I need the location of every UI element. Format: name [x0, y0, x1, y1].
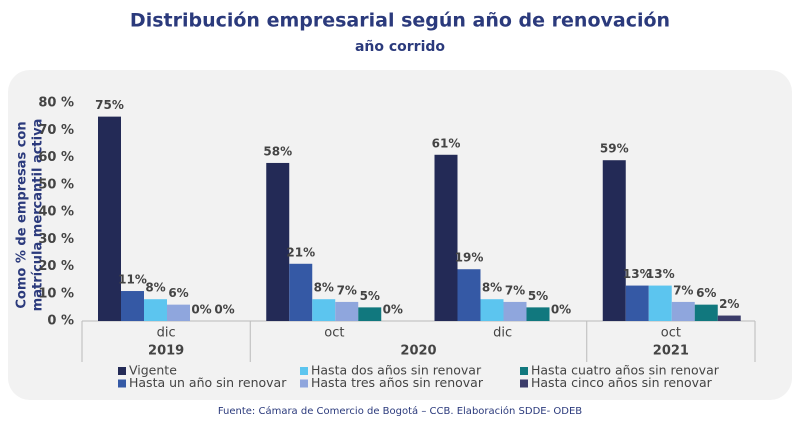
source-note: Fuente: Cámara de Comercio de Bogotá – C…	[218, 405, 582, 417]
value-label: 13%	[623, 267, 652, 281]
value-label: 0%	[191, 303, 211, 317]
legend-label: Hasta un año sin renovar	[129, 375, 287, 390]
legend-swatch	[300, 367, 308, 375]
y-tick-label: 70 %	[38, 123, 74, 138]
value-label: 11%	[118, 273, 147, 287]
value-label: 58%	[263, 144, 292, 158]
bar	[503, 301, 527, 321]
bar	[694, 304, 718, 321]
bar	[358, 307, 382, 321]
x-tick-label: oct	[324, 326, 344, 341]
group-label: 2019	[148, 344, 184, 359]
value-label: 5%	[360, 289, 380, 303]
legend-label: Hasta tres años sin renovar	[311, 375, 484, 390]
bar	[602, 160, 626, 321]
value-label: 21%	[286, 245, 315, 259]
y-axis-title: Como % de empresas con matrícula mercant…	[15, 119, 46, 312]
chart-title: Distribución empresarial según año de re…	[130, 10, 670, 32]
value-label: 19%	[455, 251, 484, 265]
legend-label: Hasta dos años sin renovar	[311, 363, 482, 378]
bar	[121, 291, 144, 321]
value-label: 7%	[505, 283, 525, 297]
bar	[289, 263, 313, 321]
group-label: 2020	[400, 344, 436, 359]
bar	[98, 116, 121, 321]
chart-subtitle: año corrido	[355, 39, 445, 55]
y-tick-label: 50 %	[38, 177, 74, 192]
legend-swatch	[118, 367, 126, 375]
value-label: 8%	[314, 281, 334, 295]
bar	[266, 162, 290, 321]
panel	[8, 70, 792, 400]
value-label: 0%	[551, 303, 571, 317]
bar	[717, 315, 741, 321]
legend-swatch	[520, 367, 528, 375]
bar	[457, 269, 481, 321]
bar	[335, 301, 359, 321]
bar	[526, 307, 550, 321]
y-tick-label: 0 %	[47, 314, 74, 329]
bar	[648, 285, 672, 321]
legend-swatch	[300, 379, 308, 388]
y-axis-title-line: matrícula mercantil activa	[31, 119, 46, 312]
legend-label: Hasta cuatro años sin renovar	[531, 363, 720, 378]
bar	[434, 154, 458, 321]
value-label: 5%	[528, 289, 548, 303]
y-tick-label: 20 %	[38, 259, 74, 274]
legend-label: Vigente	[129, 363, 177, 378]
value-label: 59%	[600, 142, 629, 156]
bar	[144, 299, 167, 321]
group-label: 2021	[653, 344, 689, 359]
legend-label: Hasta cinco años sin renovar	[531, 375, 713, 390]
value-label: 7%	[673, 283, 693, 297]
value-label: 75%	[95, 98, 124, 112]
bar	[312, 299, 336, 321]
bar	[480, 299, 504, 321]
bar	[671, 301, 695, 321]
value-label: 6%	[696, 286, 716, 300]
x-tick-label: dic	[493, 326, 512, 341]
y-tick-label: 10 %	[38, 286, 74, 301]
value-label: 6%	[168, 286, 188, 300]
y-axis-title-line: Como % de empresas con	[15, 121, 30, 308]
y-tick-label: 40 %	[38, 205, 74, 220]
value-label: 7%	[337, 283, 357, 297]
legend-swatch	[118, 379, 126, 388]
y-tick-label: 30 %	[38, 232, 74, 247]
value-label: 8%	[482, 281, 502, 295]
y-tick-label: 60 %	[38, 150, 74, 165]
value-label: 61%	[432, 136, 461, 150]
legend-swatch	[520, 379, 528, 388]
bar	[625, 285, 649, 321]
y-tick-label: 80 %	[38, 96, 74, 111]
bar	[167, 304, 190, 321]
value-label: 0%	[214, 303, 234, 317]
x-tick-label: dic	[157, 326, 176, 341]
x-tick-label: oct	[661, 326, 681, 341]
value-label: 2%	[719, 297, 739, 311]
value-label: 0%	[383, 303, 403, 317]
value-label: 8%	[145, 281, 165, 295]
value-label: 13%	[646, 267, 675, 281]
